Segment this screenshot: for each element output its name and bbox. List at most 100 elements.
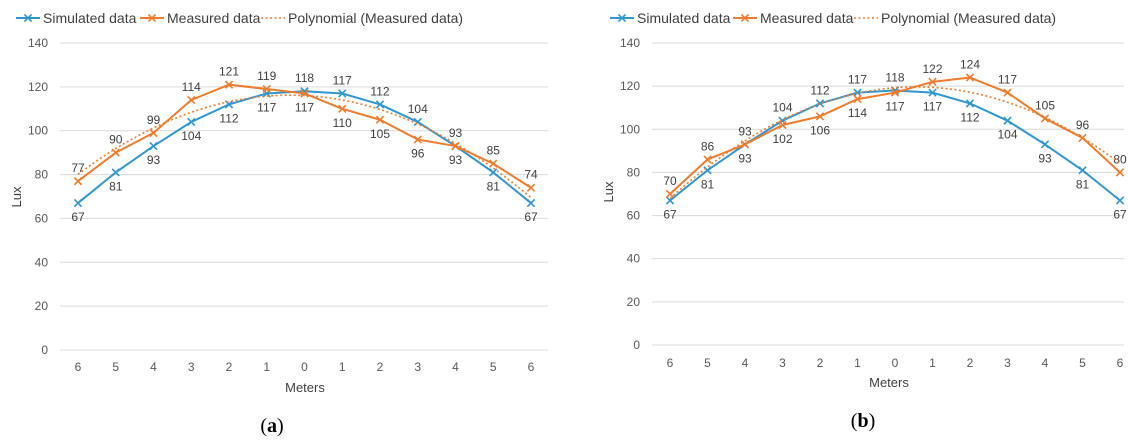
- x-axis-title: Meters: [869, 375, 909, 390]
- marker-stroke: [526, 198, 536, 208]
- data-point-marker: [300, 89, 309, 98]
- y-axis-title: Lux: [9, 186, 24, 207]
- marker-stroke: [853, 94, 862, 104]
- x-tick-label: 1: [854, 356, 861, 370]
- data-label: 67: [524, 210, 538, 224]
- x-tick-label: 3: [414, 360, 421, 374]
- marker-stroke: [815, 99, 825, 108]
- y-tick-label: 120: [28, 80, 48, 94]
- legend-item: Simulated data: [610, 10, 731, 26]
- data-label: 122: [922, 62, 942, 76]
- marker-stroke: [740, 140, 750, 149]
- data-point-marker: [665, 196, 675, 205]
- data-label: 81: [109, 179, 123, 193]
- marker-stroke: [375, 115, 385, 124]
- legend-label: Simulated data: [43, 10, 137, 26]
- x-tick-label: 2: [967, 356, 974, 370]
- data-label: 117: [998, 73, 1017, 87]
- x-tick-label: 0: [892, 356, 899, 370]
- data-label: 99: [147, 113, 161, 127]
- marker-stroke: [778, 120, 787, 130]
- x-tick-label: 6: [1117, 356, 1124, 370]
- legend-label: Simulated data: [637, 10, 731, 26]
- data-point-marker: [338, 89, 347, 98]
- data-label: 118: [885, 70, 904, 84]
- series-measured-data: 77 90 99 114 121 119 117 110 105 96 93 85 74: [71, 65, 538, 192]
- series-polynomial-measured-data: [77, 94, 532, 199]
- data-label: 117: [923, 100, 942, 114]
- y-tick-label: 140: [28, 36, 48, 50]
- data-point-marker: [338, 104, 347, 113]
- x-tick-label: 3: [779, 356, 786, 370]
- data-label: 119: [257, 69, 276, 83]
- marker-stroke: [703, 166, 712, 175]
- y-tick-label: 80: [35, 168, 49, 182]
- legend-marker: [740, 13, 750, 23]
- data-label: 67: [71, 210, 85, 224]
- legend-item: Measured data: [140, 10, 261, 26]
- legend-label: Measured data: [760, 10, 854, 26]
- marker-stroke: [413, 135, 422, 144]
- data-label: 67: [663, 207, 677, 221]
- data-point-marker: [1040, 114, 1050, 123]
- data-label: 110: [333, 116, 352, 130]
- marker-stroke: [300, 89, 309, 98]
- marker-stroke: [149, 141, 158, 151]
- data-label: 74: [524, 168, 538, 182]
- marker-stroke: [338, 89, 347, 98]
- data-label: 93: [147, 153, 161, 167]
- y-tick-label: 60: [35, 211, 49, 225]
- marker-stroke: [1003, 116, 1012, 125]
- marker-stroke: [965, 73, 975, 82]
- x-tick-label: 1: [263, 360, 270, 374]
- data-label: 104: [772, 101, 792, 115]
- data-point-marker: [149, 128, 158, 138]
- legend-item: Measured data: [733, 10, 854, 26]
- data-point-marker: [815, 112, 825, 121]
- marker-stroke: [1115, 196, 1125, 205]
- data-point-marker: [526, 183, 536, 192]
- data-point-marker: [965, 73, 975, 82]
- x-tick-label: 2: [226, 360, 233, 374]
- marker-stroke: [965, 99, 975, 108]
- data-label: 81: [487, 179, 501, 193]
- marker-stroke: [1115, 168, 1125, 177]
- marker-stroke: [703, 155, 712, 164]
- legend: Simulated data Measured data Polynomial (M…: [610, 10, 1056, 26]
- legend: Simulated data Measured data Polynomial (M…: [16, 10, 463, 26]
- legend-label: Polynomial (Measured data): [288, 10, 463, 26]
- data-point-marker: [1040, 140, 1050, 149]
- x-tick-label: 2: [817, 356, 824, 370]
- trendline: [669, 86, 1121, 200]
- x-tick-label: 5: [112, 360, 119, 374]
- panel-label-letter: a: [267, 415, 277, 437]
- series-polynomial-measured-data: [669, 86, 1121, 200]
- marker-stroke: [413, 117, 422, 127]
- y-tick-label: 120: [620, 79, 640, 93]
- data-point-marker: [451, 141, 460, 151]
- data-point-marker: [1003, 88, 1012, 97]
- marker-stroke: [149, 128, 158, 138]
- y-tick-label: 80: [627, 165, 641, 179]
- panel-label-close: ): [869, 410, 876, 432]
- marker-stroke: [451, 141, 460, 151]
- x-tick-label: 6: [528, 360, 535, 374]
- marker-stroke: [1040, 140, 1050, 149]
- data-label: 117: [257, 100, 276, 114]
- data-label: 117: [885, 100, 904, 114]
- data-label: 81: [701, 177, 715, 191]
- data-point-marker: [965, 99, 975, 108]
- data-point-marker: [928, 88, 937, 97]
- x-tick-label: 1: [339, 360, 346, 374]
- panel-label: (b): [851, 410, 875, 432]
- x-tick-label: 5: [1079, 356, 1086, 370]
- panel-label-close: ): [277, 415, 284, 437]
- y-tick-label: 0: [41, 343, 48, 357]
- x-tick-label: 6: [75, 360, 82, 374]
- data-label: 104: [997, 128, 1017, 142]
- data-point-marker: [778, 120, 787, 130]
- data-label: 105: [1035, 99, 1055, 113]
- series-simulated-data: 67 81 93 104 112 117 118 117 112 104 93 81 67: [663, 70, 1127, 221]
- data-point-marker: [1078, 166, 1087, 175]
